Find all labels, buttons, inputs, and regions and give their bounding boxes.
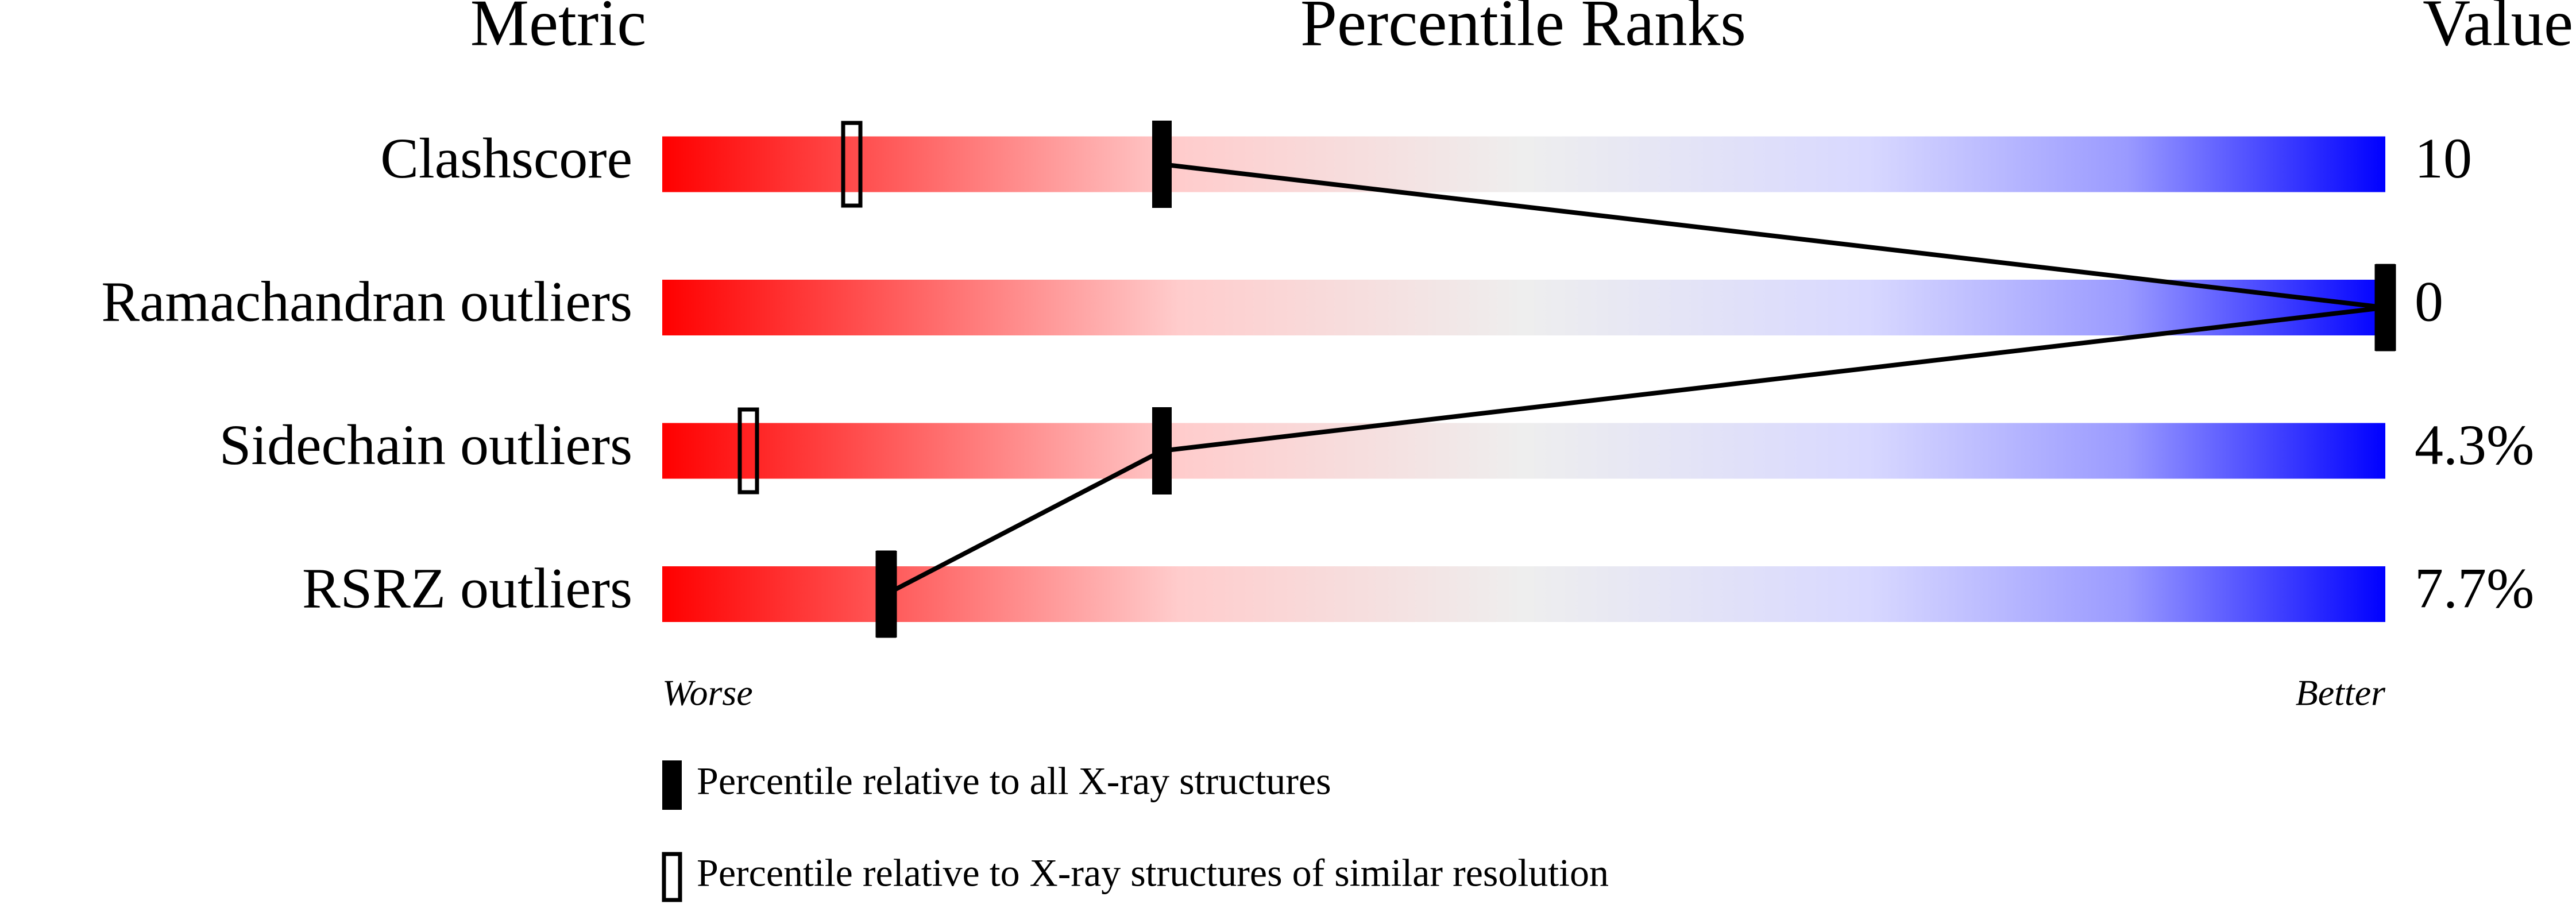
metric-label: Sidechain outliers [219, 413, 632, 477]
percentile-marker [1152, 407, 1172, 495]
percentile-marker [876, 550, 896, 638]
legend-label: Percentile relative to all X-ray structu… [697, 759, 1331, 803]
percentile-marker [2376, 264, 2395, 351]
rank-bar [662, 136, 2385, 192]
rank-connector [885, 162, 2386, 597]
metric-value: 10 [2415, 126, 2472, 190]
rank-bar [662, 423, 2385, 479]
legend-swatch [662, 760, 682, 810]
percentile-marker-outline [2374, 264, 2396, 351]
metric-label: RSRZ outliers [302, 556, 632, 620]
rank-bar [662, 280, 2385, 335]
percentile-marker-outline [841, 121, 863, 208]
percentile-marker-outline [875, 551, 897, 638]
worse-label: Worse [662, 673, 753, 713]
metric-label: Ramachandran outliers [101, 269, 632, 333]
rank-bar [662, 566, 2385, 622]
better-label: Better [2296, 673, 2386, 713]
percentile-marker-outline [737, 407, 759, 495]
percentile-marker [1152, 121, 1172, 208]
legend-label: Percentile relative to X-ray structures … [697, 851, 1609, 895]
metric-value: 0 [2415, 269, 2443, 333]
ranks-header: Percentile Ranks [1300, 0, 1746, 59]
metric-value: 7.7% [2415, 556, 2534, 620]
metric-value: 4.3% [2415, 413, 2534, 477]
legend-swatch [662, 852, 682, 902]
metric-label: Clashscore [380, 126, 632, 190]
value-header: Value [2423, 0, 2573, 59]
metric-header: Metric [470, 0, 647, 59]
